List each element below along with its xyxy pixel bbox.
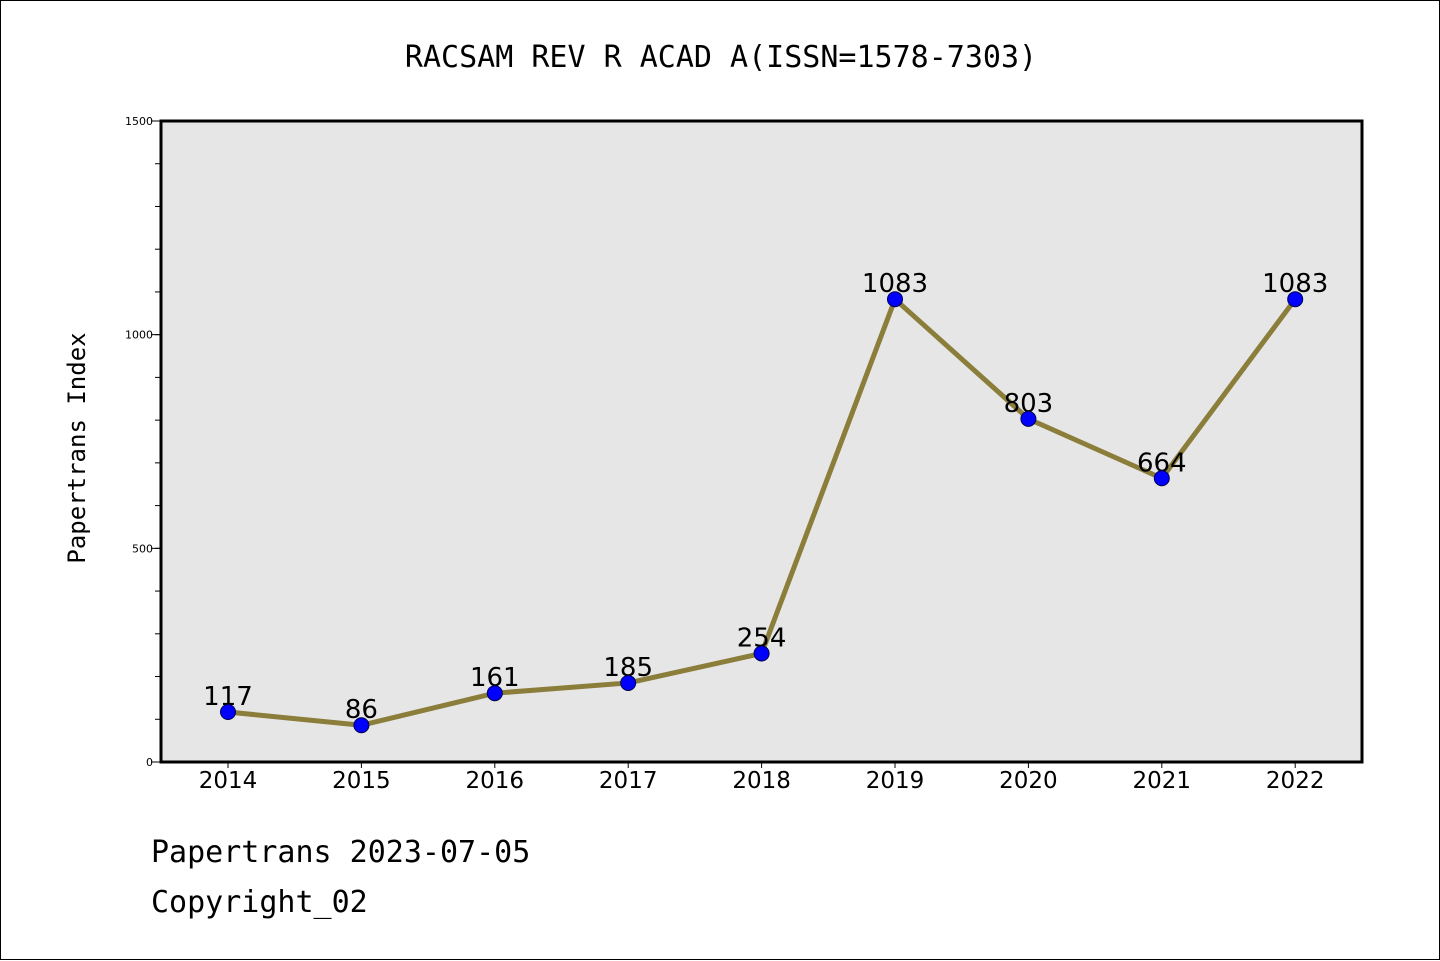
x-tick-label: 2014 — [199, 768, 258, 794]
data-point — [1020, 410, 1037, 427]
y-tick-label: 1000 — [125, 329, 153, 342]
footer-copyright: Copyright_02 — [151, 885, 368, 920]
data-point — [486, 685, 503, 702]
y-axis-label: Papertrans Index — [63, 332, 91, 563]
footer-date: Papertrans 2023-07-05 — [151, 835, 531, 870]
x-tick-label: 2015 — [332, 768, 391, 794]
plot-border — [159, 119, 1364, 764]
data-point — [1287, 291, 1304, 308]
plot-area — [161, 121, 1362, 762]
x-tick-label: 2016 — [466, 768, 525, 794]
data-point — [220, 704, 236, 721]
data-point — [353, 717, 370, 734]
data-point — [620, 674, 637, 691]
chart-title: RACSAM REV R ACAD A(ISSN=1578-7303) — [405, 40, 1037, 75]
y-tick-label: 500 — [132, 542, 153, 555]
data-point — [887, 291, 903, 308]
y-tick-label: 1500 — [125, 115, 153, 128]
x-tick-label: 2022 — [1266, 768, 1325, 794]
x-tick-label: 2020 — [999, 768, 1058, 794]
x-tick-label: 2018 — [732, 768, 791, 794]
x-tick-label: 2021 — [1133, 768, 1192, 794]
x-tick-label: 2017 — [599, 768, 658, 794]
data-point — [753, 645, 770, 662]
data-point — [1153, 470, 1170, 487]
y-tick-label: 0 — [146, 756, 153, 769]
x-tick-label: 2019 — [866, 768, 925, 794]
